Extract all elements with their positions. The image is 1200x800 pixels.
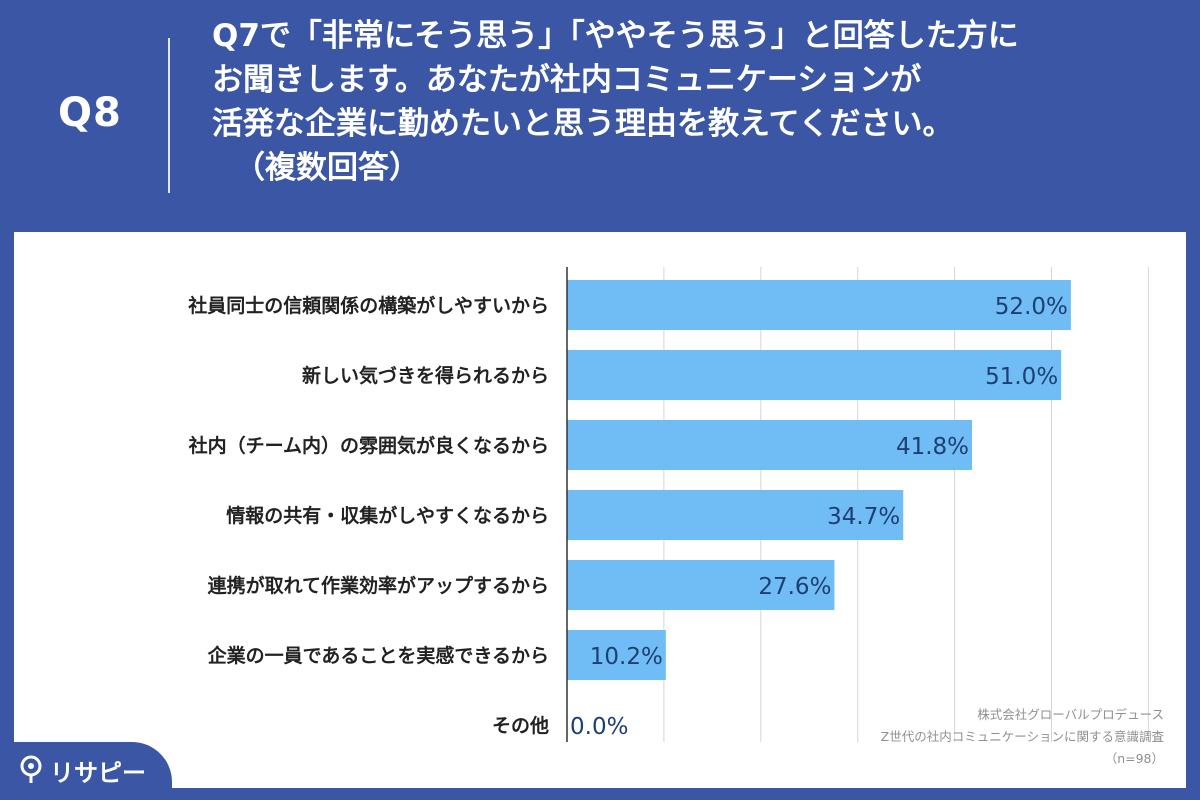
question-line-2: お聞きします。あなたが社内コミュニケーションが: [212, 62, 922, 98]
source-note: 株式会社グローバルプロデュース Z世代の社内コミュニケーションに関する意識調査 …: [881, 704, 1164, 770]
logo-text: リサピー: [50, 758, 146, 787]
bar: [567, 490, 904, 540]
chart-panel: 社員同士の信頼関係の構築がしやすいから 52.0% 新しい気づきを得られるから 51.…: [14, 232, 1186, 788]
header: Q8 Q7で「非常にそう思う」「ややそう思う」と回答した方に お聞きします。あな…: [0, 0, 1200, 232]
question-text: Q7で「非常にそう思う」「ややそう思う」と回答した方に お聞きします。あなたが社…: [212, 14, 1172, 190]
value-label: 0.0%: [570, 714, 628, 740]
source-survey: Z世代の社内コミュニケーションに関する意識調査: [880, 729, 1164, 744]
bar: [567, 420, 973, 470]
bar: [567, 560, 835, 610]
question-note: （複数回答）: [234, 150, 420, 186]
source-sample: （n=98）: [1104, 751, 1164, 766]
logo-tab: [0, 742, 172, 800]
header-divider: [168, 38, 170, 193]
pin-icon: [20, 755, 42, 783]
value-label: 10.2%: [590, 644, 663, 670]
category-label: 新しい気づきを得られるから: [302, 364, 549, 387]
question-line-1: Q7で「非常にそう思う」「ややそう思う」と回答した方に: [212, 18, 1019, 54]
category-label: 連携が取れて作業効率がアップするから: [208, 574, 549, 597]
category-label: 社員同士の信頼関係の構築がしやすいから: [187, 294, 549, 317]
source-company: 株式会社グローバルプロデュース: [977, 707, 1164, 722]
category-label: その他: [492, 714, 549, 737]
question-number: Q8: [58, 90, 122, 136]
category-label: 情報の共有・収集がしやすくなるから: [226, 504, 549, 527]
bar: [567, 630, 666, 680]
value-label: 41.8%: [896, 434, 969, 460]
bar: [567, 280, 1071, 330]
bar: [567, 350, 1062, 400]
value-label: 52.0%: [995, 294, 1068, 320]
question-line-3: 活発な企業に勤めたいと思う理由を教えてください。: [212, 106, 954, 142]
value-label: 34.7%: [827, 504, 900, 530]
category-label: 企業の一員であることを実感できるから: [207, 644, 549, 667]
brand-logo: リサピー: [18, 752, 146, 788]
value-label: 51.0%: [985, 364, 1058, 390]
category-label: 社内（チーム内）の雰囲気が良くなるから: [188, 434, 549, 457]
value-label: 27.6%: [758, 574, 831, 600]
bar-chart: 社員同士の信頼関係の構築がしやすいから 52.0% 新しい気づきを得られるから 51.…: [187, 267, 1149, 742]
